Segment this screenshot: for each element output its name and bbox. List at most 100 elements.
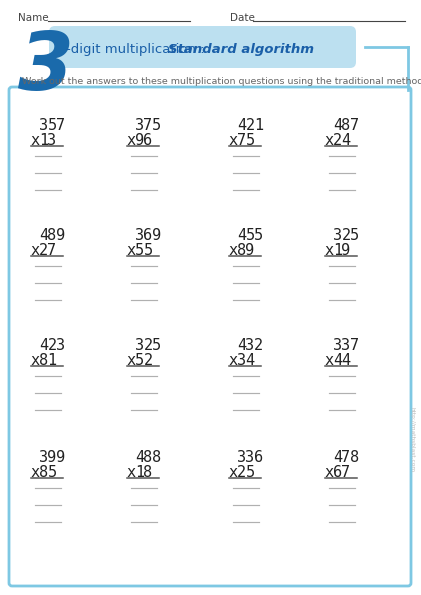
Text: x: x — [126, 243, 136, 258]
Text: 2: 2 — [333, 133, 342, 148]
Text: 2: 2 — [254, 338, 263, 353]
Text: 5: 5 — [254, 228, 263, 243]
Text: 4: 4 — [333, 450, 342, 465]
Text: 3: 3 — [237, 450, 246, 465]
Text: 4: 4 — [39, 338, 48, 353]
Text: 7: 7 — [56, 118, 65, 133]
Text: 3: 3 — [18, 29, 74, 107]
Text: 7: 7 — [350, 118, 359, 133]
Text: 4: 4 — [237, 228, 246, 243]
Text: x: x — [126, 465, 136, 480]
Text: 6: 6 — [254, 450, 263, 465]
Text: x: x — [126, 133, 136, 148]
Text: 3: 3 — [56, 338, 65, 353]
Text: 2: 2 — [39, 243, 48, 258]
Text: 4: 4 — [135, 450, 144, 465]
Text: 8: 8 — [237, 243, 246, 258]
Text: 9: 9 — [56, 450, 65, 465]
Text: 2: 2 — [245, 118, 255, 133]
Text: x: x — [30, 133, 40, 148]
Text: 7: 7 — [48, 243, 56, 258]
Text: 5: 5 — [48, 465, 56, 480]
Text: x: x — [325, 465, 333, 480]
Text: 5: 5 — [245, 133, 255, 148]
Text: 7: 7 — [341, 465, 351, 480]
Text: x: x — [229, 243, 237, 258]
Text: x: x — [229, 465, 237, 480]
Text: 9: 9 — [245, 243, 255, 258]
Text: 9: 9 — [341, 243, 351, 258]
Text: 2: 2 — [144, 338, 152, 353]
Text: 3: 3 — [135, 118, 144, 133]
Text: x: x — [30, 243, 40, 258]
Text: 4: 4 — [341, 133, 351, 148]
Text: 8: 8 — [350, 450, 359, 465]
Text: 5: 5 — [135, 243, 144, 258]
Text: 2: 2 — [48, 338, 56, 353]
Text: 4: 4 — [237, 118, 246, 133]
Text: x: x — [229, 353, 237, 368]
Text: Standard algorithm: Standard algorithm — [168, 42, 314, 55]
Text: 3: 3 — [245, 338, 255, 353]
Text: 5: 5 — [350, 228, 359, 243]
Text: 5: 5 — [152, 118, 161, 133]
Text: 6: 6 — [333, 465, 342, 480]
Text: 1: 1 — [39, 133, 48, 148]
FancyBboxPatch shape — [49, 26, 356, 68]
Text: 3: 3 — [245, 450, 255, 465]
Text: 3: 3 — [39, 118, 48, 133]
Text: 5: 5 — [135, 353, 144, 368]
Text: 3: 3 — [237, 353, 246, 368]
Text: 9: 9 — [135, 133, 144, 148]
Text: 5: 5 — [152, 338, 161, 353]
Text: 8: 8 — [144, 450, 152, 465]
Text: 3: 3 — [135, 338, 144, 353]
Text: 4: 4 — [333, 353, 342, 368]
Text: 1: 1 — [135, 465, 144, 480]
Text: 3: 3 — [135, 228, 144, 243]
Text: 4: 4 — [39, 228, 48, 243]
Text: 5: 5 — [48, 118, 56, 133]
Text: 3: 3 — [333, 338, 342, 353]
Text: 3: 3 — [333, 228, 342, 243]
Text: 8: 8 — [341, 118, 351, 133]
Text: Name: Name — [18, 13, 48, 23]
Text: 1: 1 — [333, 243, 342, 258]
Text: 8: 8 — [152, 450, 161, 465]
Text: 2: 2 — [144, 353, 152, 368]
Text: -digit multiplication :: -digit multiplication : — [66, 42, 209, 55]
Text: 2: 2 — [237, 465, 246, 480]
Text: 6: 6 — [144, 228, 152, 243]
Text: 4: 4 — [245, 353, 255, 368]
Text: x: x — [30, 465, 40, 480]
Text: Work out the answers to these multiplication questions using the traditional met: Work out the answers to these multiplica… — [22, 77, 421, 86]
Text: 8: 8 — [39, 465, 48, 480]
Text: 1: 1 — [254, 118, 263, 133]
Text: 8: 8 — [39, 353, 48, 368]
Text: 6: 6 — [144, 133, 152, 148]
Text: x: x — [325, 133, 333, 148]
Text: 8: 8 — [48, 228, 56, 243]
Text: 3: 3 — [48, 133, 56, 148]
Text: 9: 9 — [48, 450, 56, 465]
Text: 3: 3 — [341, 338, 351, 353]
Text: 5: 5 — [144, 243, 152, 258]
Text: 1: 1 — [48, 353, 56, 368]
Text: x: x — [30, 353, 40, 368]
Text: http://mathsblast.com: http://mathsblast.com — [410, 408, 415, 472]
Text: Date: Date — [230, 13, 255, 23]
Text: 7: 7 — [341, 450, 351, 465]
Text: x: x — [126, 353, 136, 368]
Text: x: x — [325, 353, 333, 368]
Text: 4: 4 — [341, 353, 351, 368]
Text: 8: 8 — [144, 465, 152, 480]
Text: 7: 7 — [350, 338, 359, 353]
Text: x: x — [325, 243, 333, 258]
Text: x: x — [229, 133, 237, 148]
Text: 5: 5 — [245, 228, 255, 243]
Text: 7: 7 — [144, 118, 152, 133]
Text: 9: 9 — [152, 228, 161, 243]
Text: 5: 5 — [245, 465, 255, 480]
Text: 4: 4 — [333, 118, 342, 133]
Text: 9: 9 — [56, 228, 65, 243]
